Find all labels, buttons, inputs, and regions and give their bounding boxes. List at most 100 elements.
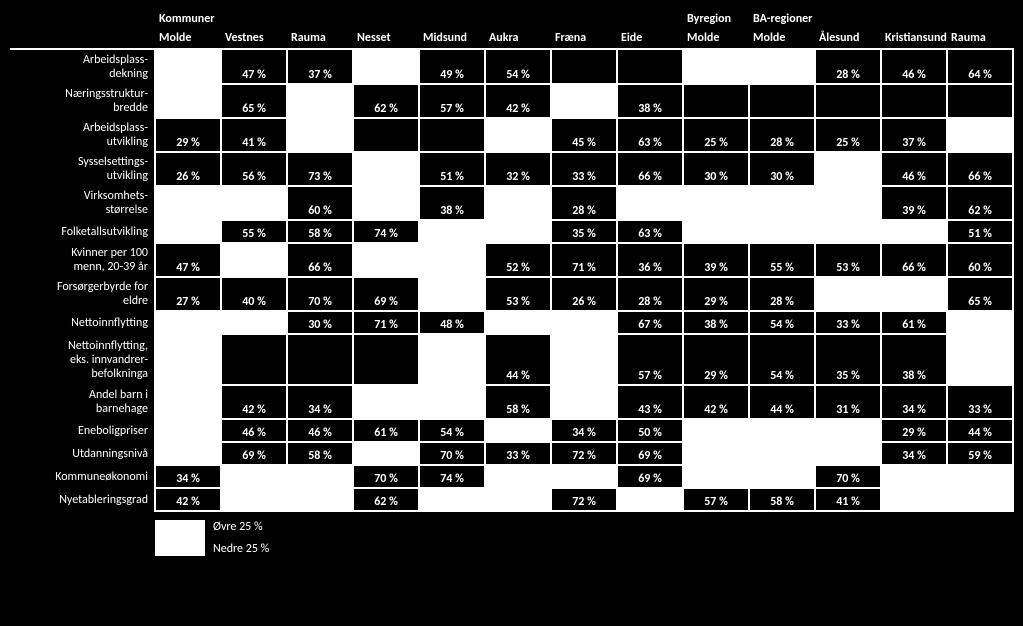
data-cell [155, 84, 221, 118]
data-cell: 41 % [815, 488, 881, 511]
data-cell: 28 % [551, 186, 617, 220]
data-cell: 70 % [419, 442, 485, 465]
data-cell: 34 % [155, 465, 221, 488]
data-cell: 25 % [683, 118, 749, 152]
group-header-row: KommunerByregionBA-regioner [10, 10, 1013, 28]
data-cell: 38 % [617, 84, 683, 118]
data-cell: 29 % [683, 277, 749, 311]
data-cell: 64 % [947, 49, 1013, 84]
data-cell: 50 % [617, 419, 683, 442]
data-cell: 66 % [881, 243, 947, 277]
data-cell: 65 % [947, 277, 1013, 311]
data-cell [155, 334, 221, 385]
table-row: Forsørgerbyrde foreldre27 %40 %70 %69 %5… [10, 277, 1013, 311]
data-cell [881, 465, 947, 488]
data-cell [485, 186, 551, 220]
data-cell [815, 186, 881, 220]
data-cell: 45 % [551, 118, 617, 152]
column-header: Eide [617, 28, 683, 49]
data-cell: 43 % [617, 385, 683, 419]
data-cell [353, 385, 419, 419]
data-cell [419, 334, 485, 385]
data-cell: 29 % [683, 334, 749, 385]
data-cell: 57 % [617, 334, 683, 385]
data-table: KommunerByregionBA-regioner MoldeVestnes… [10, 10, 1014, 512]
data-cell: 42 % [155, 488, 221, 511]
data-cell [419, 243, 485, 277]
data-cell: 69 % [617, 442, 683, 465]
row-label: Nettoinnflytting,eks. innvandrer-befolkn… [10, 334, 155, 385]
data-cell: 54 % [749, 334, 815, 385]
data-cell: 58 % [287, 442, 353, 465]
data-cell: 28 % [749, 277, 815, 311]
data-cell: 29 % [155, 118, 221, 152]
data-cell: 44 % [749, 385, 815, 419]
data-cell [947, 84, 1013, 118]
data-cell [749, 186, 815, 220]
column-header: Molde [683, 28, 749, 49]
data-cell: 55 % [221, 220, 287, 243]
table-row: Næringsstruktur-bredde65 %62 %57 %42 %38… [10, 84, 1013, 118]
data-cell: 66 % [617, 152, 683, 186]
data-cell [881, 488, 947, 511]
data-cell: 47 % [155, 243, 221, 277]
column-header: Molde [155, 28, 221, 49]
group-header: BA-regioner [749, 10, 1013, 28]
data-cell: 61 % [881, 311, 947, 334]
table-row: Virksomhets-størrelse60 %38 %28 %39 %62 … [10, 186, 1013, 220]
data-cell: 70 % [287, 277, 353, 311]
row-label: Nettoinnflytting [10, 311, 155, 334]
data-cell: 33 % [815, 311, 881, 334]
column-header: Molde [749, 28, 815, 49]
data-cell [617, 186, 683, 220]
data-cell: 69 % [353, 277, 419, 311]
data-cell: 26 % [155, 152, 221, 186]
data-cell: 37 % [287, 49, 353, 84]
data-cell [221, 488, 287, 511]
data-cell: 72 % [551, 488, 617, 511]
row-label: Utdanningsnivå [10, 442, 155, 465]
data-cell: 49 % [419, 49, 485, 84]
data-cell: 31 % [815, 385, 881, 419]
data-cell: 30 % [683, 152, 749, 186]
data-cell: 46 % [287, 419, 353, 442]
data-cell [221, 186, 287, 220]
data-cell: 74 % [353, 220, 419, 243]
data-cell [419, 220, 485, 243]
data-cell [947, 311, 1013, 334]
legend-upper: Øvre 25 % [213, 520, 269, 534]
data-cell: 28 % [749, 118, 815, 152]
row-label: Andel barn ibarnehage [10, 385, 155, 419]
data-cell [881, 84, 947, 118]
table-row: Arbeidsplass-dekning47 %37 %49 %54 %28 %… [10, 49, 1013, 84]
data-cell [815, 220, 881, 243]
data-cell [815, 277, 881, 311]
data-cell: 34 % [287, 385, 353, 419]
legend-swatch [155, 520, 205, 556]
data-cell: 44 % [485, 334, 551, 385]
data-cell [815, 152, 881, 186]
column-header: Rauma [287, 28, 353, 49]
data-cell [815, 84, 881, 118]
legend: Øvre 25 % Nedre 25 % [10, 520, 1013, 556]
table-row: Kommuneøkonomi34 %70 %74 %69 %70 % [10, 465, 1013, 488]
data-cell [683, 220, 749, 243]
data-cell [287, 334, 353, 385]
data-cell [485, 220, 551, 243]
table-row: Eneboligpriser46 %46 %61 %54 %34 %50 %29… [10, 419, 1013, 442]
data-cell [749, 84, 815, 118]
data-cell: 69 % [617, 465, 683, 488]
row-label: Næringsstruktur-bredde [10, 84, 155, 118]
data-cell [155, 442, 221, 465]
data-cell [287, 84, 353, 118]
data-cell: 38 % [881, 334, 947, 385]
column-header: Midsund [419, 28, 485, 49]
data-cell: 30 % [749, 152, 815, 186]
data-cell: 58 % [485, 385, 551, 419]
data-cell [551, 311, 617, 334]
data-cell [683, 49, 749, 84]
data-cell [287, 465, 353, 488]
data-cell [485, 465, 551, 488]
data-cell: 38 % [683, 311, 749, 334]
data-cell [749, 419, 815, 442]
